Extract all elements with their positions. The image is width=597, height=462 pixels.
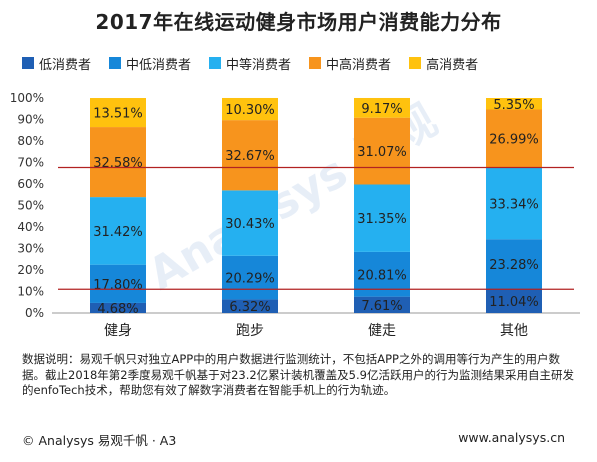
bar-segment [90, 127, 146, 198]
y-tick-label: 20% [17, 263, 44, 277]
y-tick-label: 60% [17, 177, 44, 191]
legend-swatch [209, 57, 222, 69]
data-label: 20.29% [225, 272, 275, 287]
data-label: 20.81% [357, 268, 407, 283]
y-tick-label: 0% [25, 306, 44, 320]
legend-label: 高消费者 [426, 57, 479, 73]
data-label: 23.28% [489, 258, 539, 273]
data-label: 17.80% [93, 278, 143, 293]
legend-swatch [22, 57, 34, 69]
bar-segment [222, 190, 278, 256]
bar-segment [90, 302, 146, 313]
legend-item: 中低消费者 [109, 52, 191, 74]
x-tick-label: 其他 [500, 323, 528, 339]
bar-segment [222, 120, 278, 191]
data-label: 31.07% [357, 145, 407, 160]
chart-title: 2017年在线运动健身市场用户消费能力分布 [95, 10, 502, 34]
y-tick-label: 30% [17, 242, 44, 256]
legend-label: 中高消费者 [326, 57, 392, 73]
data-label: 31.35% [357, 212, 407, 227]
bar-segment [354, 97, 410, 118]
y-tick-label: 10% [17, 285, 44, 299]
data-label: 9.17% [361, 102, 402, 117]
legend-swatch [309, 57, 322, 69]
legend-swatch [409, 57, 422, 69]
legend-label: 中低消费者 [126, 57, 192, 73]
bar-segment [486, 167, 542, 240]
data-note: 数据说明：易观千帆只对独立APP中的用户数据进行监测统计，不包括APP之外的调用… [22, 352, 574, 397]
data-label: 6.32% [229, 300, 270, 315]
legend: 低消费者 中低消费者 中等消费者 中高消费者 高消费者 [22, 52, 592, 74]
data-label: 30.43% [225, 217, 275, 232]
legend-item: 中等消费者 [209, 52, 291, 74]
data-label: 5.35% [493, 98, 534, 113]
y-tick-label: 80% [17, 134, 44, 148]
y-tick-label: 50% [17, 199, 44, 213]
y-tick-label: 70% [17, 156, 44, 170]
data-label: 32.58% [93, 156, 143, 171]
footer-url: www.analysys.cn [458, 430, 565, 445]
legend-label: 低消费者 [39, 57, 92, 73]
legend-item: 高消费者 [409, 52, 478, 74]
data-label: 11.04% [489, 295, 539, 310]
bar-segment [222, 299, 278, 313]
bar-segment [222, 97, 278, 121]
bar-segment [90, 98, 146, 128]
y-tick-label: 40% [17, 220, 44, 234]
bar-segment [354, 296, 410, 313]
footer-source: © Analysys 易观千帆 · A3 [22, 433, 177, 448]
x-tick-label: 健走 [368, 323, 396, 339]
y-tick-label: 90% [17, 113, 44, 127]
bar-segment [90, 264, 146, 303]
bar-segment [354, 117, 410, 185]
bars: 4.68% 17.80% 31.42% 32.58% 13.51% 6.32% 20.29%… [90, 98, 542, 317]
x-axis: 健身 跑步 健走 其他 [104, 323, 528, 339]
data-label: 7.61% [361, 299, 402, 314]
data-label: 26.99% [489, 133, 539, 148]
data-label: 10.30% [225, 103, 275, 118]
data-label: 31.42% [93, 225, 143, 240]
legend-swatch [109, 57, 122, 69]
bar-segment [354, 184, 410, 252]
reference-lines [58, 166, 574, 290]
bar-segment [486, 239, 542, 290]
legend-label: 中等消费者 [226, 57, 292, 73]
data-label: 33.34% [489, 197, 539, 212]
bar-segment [486, 98, 542, 110]
x-tick-label: 健身 [104, 323, 132, 339]
bar-segment [486, 109, 542, 168]
legend-item: 中高消费者 [309, 52, 391, 74]
bar-segment [90, 197, 146, 265]
x-tick-label: 跑步 [236, 323, 264, 339]
data-label: 32.67% [225, 149, 275, 164]
bar-segment [222, 255, 278, 300]
bar-segment [486, 289, 542, 313]
data-label: 13.51% [93, 107, 143, 122]
data-label: 4.68% [97, 302, 138, 317]
legend-item: 低消费者 [22, 52, 91, 74]
y-tick-label: 100% [10, 91, 44, 105]
stacked-bar-chart: Analysys 易观 0%10%20%30%40%50%60%70%80%90… [10, 91, 580, 339]
